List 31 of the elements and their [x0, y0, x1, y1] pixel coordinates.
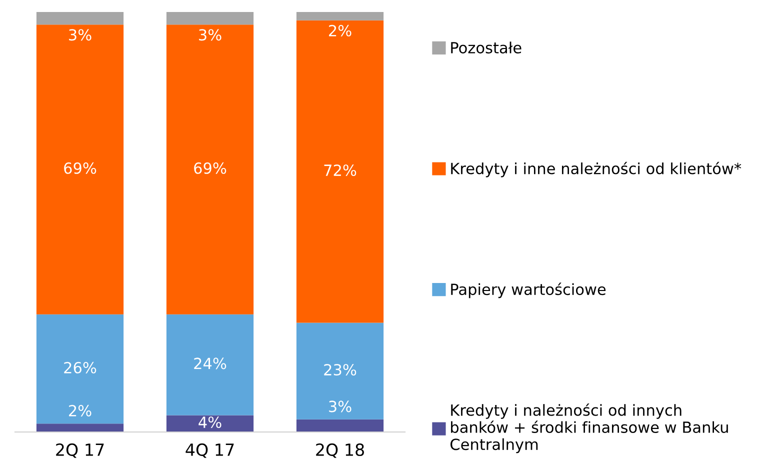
- data-label: 26%: [64, 362, 96, 374]
- data-label: 23%: [324, 364, 356, 376]
- legend-label: Pozostałe: [451, 42, 522, 54]
- bar: [296, 419, 384, 432]
- bar: [166, 415, 254, 432]
- x-tick-label: 4Q 17: [186, 443, 234, 458]
- data-label: 2%: [69, 404, 92, 416]
- legend-label: Kredyty i należności od innych banków + środki finansowe w Banku Centralnym: [450, 403, 728, 454]
- data-label: 2%: [329, 24, 352, 36]
- bar: [36, 12, 124, 25]
- bar: [296, 20, 384, 323]
- data-label: 24%: [194, 358, 226, 370]
- x-tick-label: 2Q 18: [316, 443, 364, 458]
- bar: [36, 24, 124, 314]
- bar: [296, 322, 384, 420]
- bar: [36, 424, 124, 432]
- data-label: 72%: [324, 164, 356, 176]
- data-label: 69%: [64, 162, 96, 174]
- bar: [166, 314, 254, 416]
- data-label: 3%: [199, 29, 222, 41]
- bar: [166, 12, 254, 25]
- x-tick-label: 2Q 17: [56, 443, 104, 458]
- data-label: 4%: [198, 416, 222, 428]
- bar: [296, 12, 384, 20]
- data-label: 69%: [194, 162, 226, 174]
- bar: [166, 24, 254, 314]
- legend-label: Papiery wartościowe: [451, 282, 606, 298]
- legend-label: Kredyty i inne należności od klientów*: [451, 162, 742, 178]
- data-label: 3%: [69, 29, 92, 41]
- bar: [36, 314, 124, 424]
- data-label: 3%: [329, 400, 352, 412]
